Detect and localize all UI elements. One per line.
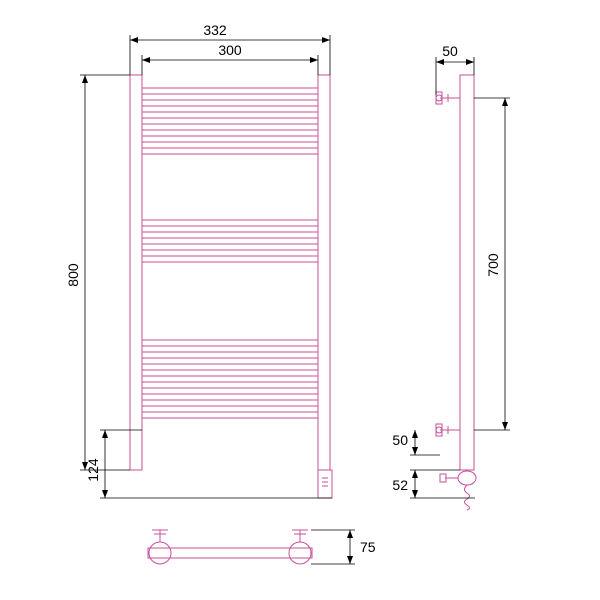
- dim-300: 300: [142, 42, 318, 75]
- dim-75: 75: [311, 530, 376, 564]
- top-bracket: [436, 92, 460, 104]
- heating-element: [440, 471, 476, 510]
- dim-75-label: 75: [360, 539, 376, 555]
- dim-50-bot-label: 50: [392, 432, 408, 448]
- dim-700-label: 700: [485, 253, 501, 277]
- front-view: [130, 75, 332, 498]
- dim-50-top-label: 50: [442, 43, 458, 59]
- dim-800-label: 800: [65, 263, 81, 287]
- dim-124-label: 124: [85, 458, 101, 482]
- bottom-bracket: [436, 424, 460, 436]
- top-view: [148, 530, 312, 564]
- dim-332-label: 332: [203, 22, 227, 38]
- dim-52-label: 52: [392, 477, 408, 493]
- dim-300-label: 300: [218, 42, 242, 58]
- dim-800: 800: [65, 75, 130, 470]
- dim-124: 124: [85, 430, 332, 498]
- dim-700: 700: [474, 98, 510, 430]
- dim-side-50-top: 50: [436, 43, 474, 95]
- dim-side-50-bottom: 50: [392, 430, 440, 455]
- side-view: [436, 75, 476, 510]
- technical-drawing: 332 300 800 124: [0, 0, 600, 600]
